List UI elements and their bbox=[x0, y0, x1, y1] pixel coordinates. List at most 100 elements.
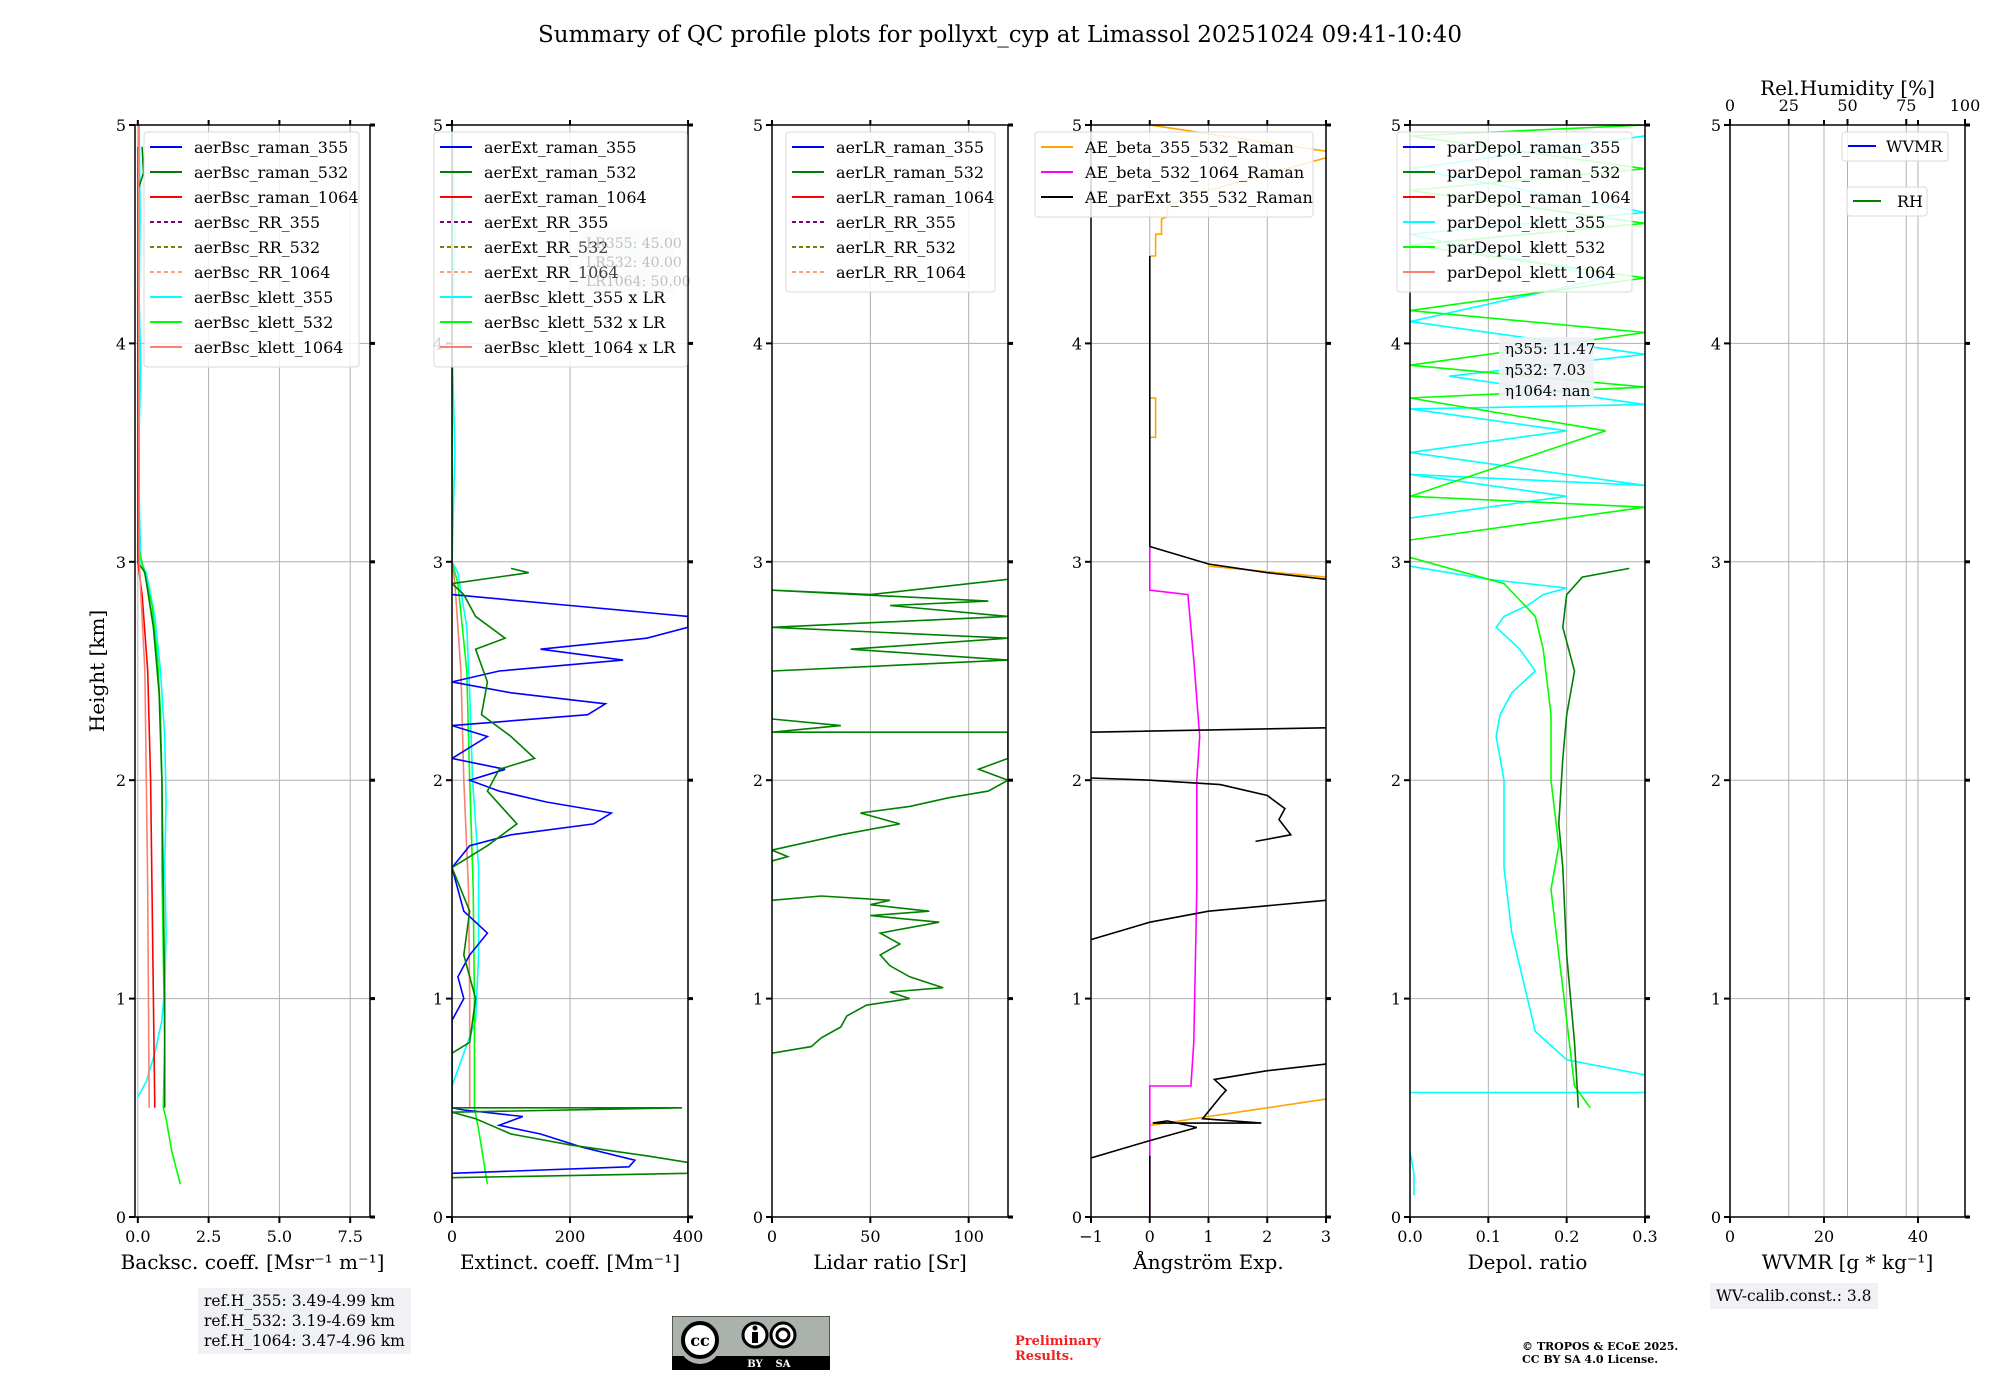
series-group bbox=[772, 578, 1008, 1054]
legend: aerExt_raman_355 aerExt_raman_532 aerExt_r… bbox=[433, 131, 688, 368]
x-tick-label: 0 bbox=[447, 1227, 457, 1246]
copyright-line-1: © TROPOS & ECoE 2025. bbox=[1522, 1340, 1679, 1353]
legend-label: aerBsc_klett_1064 bbox=[194, 338, 343, 357]
share-alike-icon bbox=[769, 1321, 797, 1349]
y-tick-label: 0 bbox=[116, 1208, 126, 1227]
legend-label: aerExt_raman_1064 bbox=[484, 188, 647, 207]
x-axis-label: WVMR [g * kg⁻¹] bbox=[1762, 1250, 1934, 1274]
series-aerBsc_klett_1064 bbox=[137, 125, 150, 1108]
panel-backscatter: 0 1 2 3 4 5 0.0 2.5 5.0 7.5 Backsc. coeff. [Msr⁻¹ … bbox=[116, 116, 385, 1274]
x-tick-label: 5.0 bbox=[267, 1227, 292, 1246]
legend-label: parDepol_klett_1064 bbox=[1447, 263, 1616, 282]
y-tick-label: 1 bbox=[1711, 990, 1721, 1009]
y-tick-label: 2 bbox=[1072, 771, 1082, 790]
legend-label: RH bbox=[1897, 192, 1923, 211]
x-tick-label: 0.0 bbox=[125, 1227, 150, 1246]
y-tick-label: 3 bbox=[433, 553, 443, 572]
x-axis-label: Depol. ratio bbox=[1468, 1250, 1588, 1274]
legend-label: aerBsc_klett_355 bbox=[194, 288, 333, 307]
x-tick-label: 0.0 bbox=[1397, 1227, 1422, 1246]
lr-annotation-line: LR1064: 50.00 bbox=[586, 274, 691, 290]
series-aerBsc_raman_532 bbox=[137, 146, 166, 1108]
top-x-tick-label: 75 bbox=[1896, 96, 1916, 115]
y-tick-label: 2 bbox=[753, 771, 763, 790]
legend-label: aerLR_raman_532 bbox=[836, 163, 984, 182]
y-tick-label: 1 bbox=[1391, 990, 1401, 1009]
y-tick-label: 5 bbox=[433, 116, 443, 135]
x-axis-label: Ångström Exp. bbox=[1132, 1249, 1283, 1274]
legend-label: WVMR bbox=[1886, 137, 1943, 156]
y-tick-label: 4 bbox=[1711, 334, 1721, 353]
y-tick-label: 4 bbox=[1072, 334, 1082, 353]
legend-label: AE_beta_355_532_Raman bbox=[1084, 138, 1294, 157]
series-AE_beta_355_532_Raman bbox=[1149, 125, 1326, 1127]
lr-annotation-line: LR532: 40.00 bbox=[586, 255, 682, 271]
attribution-person-icon bbox=[741, 1321, 769, 1349]
series-group bbox=[137, 125, 182, 1185]
legend: parDepol_raman_355 parDepol_raman_532 parD… bbox=[1396, 131, 1633, 293]
legend-label: aerExt_RR_532 bbox=[484, 238, 608, 257]
x-tick-label: −1 bbox=[1079, 1227, 1103, 1246]
legend-label: aerBsc_klett_532 bbox=[194, 313, 333, 332]
y-tick-label: 1 bbox=[116, 990, 126, 1009]
y-tick-label: 1 bbox=[1072, 990, 1082, 1009]
legend-label: parDepol_klett_532 bbox=[1447, 238, 1605, 257]
legend-wvmr: WVMR bbox=[1841, 131, 1949, 162]
y-axis-label: Height [km] bbox=[85, 610, 109, 732]
legend: aerLR_raman_355 aerLR_raman_532 aerLR_rama… bbox=[785, 131, 996, 293]
y-tick-label: 5 bbox=[1072, 116, 1082, 135]
preliminary-line-1: Preliminary bbox=[1015, 1334, 1101, 1349]
top-x-tick-label: 50 bbox=[1837, 96, 1857, 115]
x-tick-label: 0.1 bbox=[1476, 1227, 1501, 1246]
legend-label: aerBsc_RR_1064 bbox=[194, 263, 330, 282]
y-tick-label: 3 bbox=[1391, 553, 1401, 572]
lidar-ratio-annotation: LR355: 45.00 LR532: 40.00 LR1064: 50.00 bbox=[580, 231, 691, 294]
legend: aerBsc_raman_355 aerBsc_raman_532 aerBsc_r… bbox=[143, 131, 360, 368]
legend-label: aerBsc_klett_1064 x LR bbox=[484, 338, 676, 357]
y-tick-label: 4 bbox=[753, 334, 763, 353]
x-tick-label: 2.5 bbox=[196, 1227, 221, 1246]
top-x-tick-label: 0 bbox=[1725, 96, 1735, 115]
wv-calibration-box: WV-calib.const.: 3.8 bbox=[1710, 1283, 1878, 1309]
figure-title: Summary of QC profile plots for pollyxt_… bbox=[538, 22, 1462, 48]
top-x-tick-label: 100 bbox=[1950, 96, 1981, 115]
eta-annotation-line: η355: 11.47 bbox=[1505, 340, 1595, 358]
panel-depolarization: 0 1 2 3 4 5 0.0 0.1 0.2 0.3 Depol. ratio parDepol_r… bbox=[1391, 116, 1658, 1274]
legend-rh: RH bbox=[1846, 186, 1928, 217]
series-AE_beta_532_1064_Raman bbox=[1149, 546, 1201, 1217]
eta-annotation: η355: 11.47 η532: 7.03 η1064: nan bbox=[1499, 337, 1595, 400]
cc-icon: cc bbox=[679, 1321, 721, 1364]
legend-label: aerLR_raman_1064 bbox=[836, 188, 994, 207]
legend-label: aerExt_raman_532 bbox=[484, 163, 637, 182]
y-tick-label: 3 bbox=[1072, 553, 1082, 572]
y-tick-label: 0 bbox=[1391, 1208, 1401, 1227]
eta-annotation-line: η532: 7.03 bbox=[1505, 361, 1586, 379]
x-tick-label: 0 bbox=[1725, 1227, 1735, 1246]
axes-frame bbox=[771, 124, 1009, 1218]
legend-label: aerBsc_raman_1064 bbox=[194, 188, 359, 207]
y-tick-label: 5 bbox=[116, 116, 126, 135]
x-tick-label: 2 bbox=[1262, 1227, 1272, 1246]
y-tick-label: 4 bbox=[1391, 334, 1401, 353]
legend-label: aerExt_RR_355 bbox=[484, 213, 608, 232]
series-AE_parExt_355_532_Raman bbox=[1091, 256, 1326, 1217]
legend-label: AE_beta_532_1064_Raman bbox=[1084, 163, 1304, 182]
legend: AE_beta_355_532_Raman AE_beta_532_1064_Ra… bbox=[1034, 131, 1314, 218]
x-axis-label: Lidar ratio [Sr] bbox=[813, 1250, 967, 1274]
x-tick-label: 20 bbox=[1814, 1227, 1834, 1246]
series-parDepol_klett_355 bbox=[1410, 135, 1645, 1196]
y-tick-label: 2 bbox=[116, 771, 126, 790]
top-x-tick-label: 25 bbox=[1779, 96, 1799, 115]
x-tick-label: 40 bbox=[1908, 1227, 1928, 1246]
legend-label: parDepol_raman_355 bbox=[1447, 138, 1620, 157]
axes-frame bbox=[1409, 124, 1646, 1218]
y-tick-label: 1 bbox=[433, 990, 443, 1009]
y-tick-label: 0 bbox=[433, 1208, 443, 1227]
svg-text:BY: BY bbox=[747, 1359, 763, 1370]
series-aerExt_raman_532 bbox=[452, 567, 688, 1179]
cc-license-badge: cc BY SA bbox=[671, 1315, 831, 1371]
preliminary-line-2: Results. bbox=[1015, 1349, 1074, 1364]
x-tick-label: 0.3 bbox=[1632, 1227, 1657, 1246]
axes-frame bbox=[134, 124, 371, 1218]
